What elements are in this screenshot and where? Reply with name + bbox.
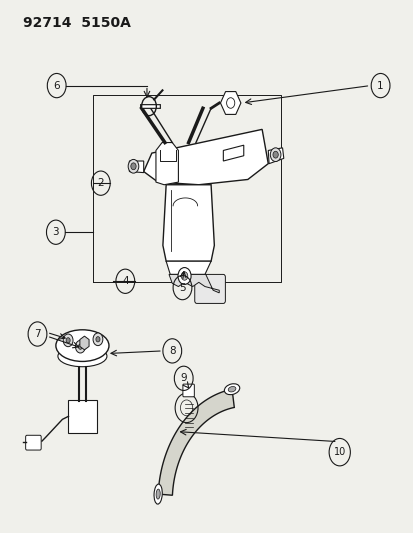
Ellipse shape xyxy=(156,489,160,499)
Polygon shape xyxy=(129,161,143,173)
Text: 5: 5 xyxy=(179,282,185,293)
Circle shape xyxy=(128,159,138,173)
FancyBboxPatch shape xyxy=(183,384,194,397)
Circle shape xyxy=(93,333,102,345)
Polygon shape xyxy=(143,130,268,185)
Text: 10: 10 xyxy=(333,447,345,457)
Text: 3: 3 xyxy=(52,227,59,237)
Text: 1: 1 xyxy=(376,80,383,91)
Circle shape xyxy=(96,337,100,342)
Circle shape xyxy=(63,334,73,346)
Polygon shape xyxy=(158,389,234,495)
Text: 8: 8 xyxy=(169,346,175,356)
Circle shape xyxy=(78,344,82,349)
FancyBboxPatch shape xyxy=(26,435,41,450)
Polygon shape xyxy=(162,185,214,261)
Polygon shape xyxy=(166,261,211,274)
Text: 2: 2 xyxy=(97,178,104,188)
Ellipse shape xyxy=(228,386,235,392)
Ellipse shape xyxy=(58,345,107,367)
Polygon shape xyxy=(156,142,178,185)
Ellipse shape xyxy=(154,484,162,504)
Text: 92714  5150A: 92714 5150A xyxy=(23,16,131,30)
Circle shape xyxy=(66,338,70,343)
Text: 7: 7 xyxy=(34,329,41,339)
Text: 9: 9 xyxy=(180,373,187,383)
Circle shape xyxy=(75,341,85,353)
Ellipse shape xyxy=(224,384,239,394)
Circle shape xyxy=(131,163,136,169)
Polygon shape xyxy=(223,145,243,161)
FancyBboxPatch shape xyxy=(194,274,225,303)
Ellipse shape xyxy=(56,330,109,361)
Text: 4: 4 xyxy=(122,276,128,286)
Text: 6: 6 xyxy=(53,80,60,91)
Circle shape xyxy=(272,151,278,158)
Circle shape xyxy=(178,268,191,285)
FancyBboxPatch shape xyxy=(68,400,97,433)
Polygon shape xyxy=(169,274,219,293)
Circle shape xyxy=(270,148,280,161)
Polygon shape xyxy=(268,148,283,164)
Circle shape xyxy=(181,272,188,280)
